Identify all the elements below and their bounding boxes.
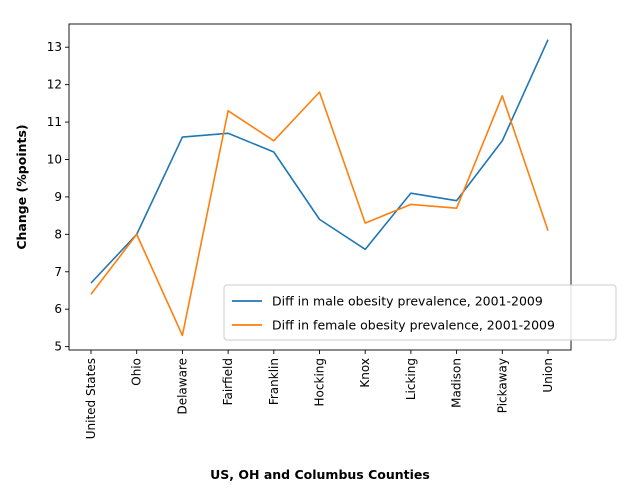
y-tick-label: 12 <box>47 78 62 92</box>
x-tick-label: Fairfield <box>221 358 235 405</box>
y-axis: 5 6 7 8 9 10 11 12 13 <box>47 40 69 354</box>
series-line-female <box>90 91 549 337</box>
legend: Diff in male obesity prevalence, 2001-20… <box>223 284 617 341</box>
x-tick-label: Union <box>541 358 555 393</box>
x-axis: United States Ohio Delaware Fairfield Frankl… <box>84 350 555 439</box>
x-tick-label: Knox <box>358 358 372 388</box>
y-tick-label: 9 <box>54 190 62 204</box>
y-tick-label: 10 <box>47 152 62 166</box>
legend-label: Diff in female obesity prevalence, 2001-… <box>272 318 555 333</box>
x-tick-label: Ohio <box>130 358 144 386</box>
series-line-male <box>90 39 549 284</box>
y-axis-title: Change (%points) <box>14 124 29 249</box>
y-tick-label: 13 <box>47 40 62 54</box>
series-layer <box>90 39 549 337</box>
x-tick-label: Madison <box>450 358 464 408</box>
y-tick-label: 5 <box>54 340 62 354</box>
x-tick-label: United States <box>84 358 98 439</box>
legend-label: Diff in male obesity prevalence, 2001-20… <box>272 294 543 309</box>
x-axis-title: US, OH and Columbus Counties <box>210 467 430 482</box>
y-tick-label: 11 <box>47 115 62 129</box>
legend-box <box>223 284 617 341</box>
x-tick-label: Licking <box>404 358 418 400</box>
y-tick-label: 6 <box>54 302 62 316</box>
y-tick-label: 8 <box>54 227 62 241</box>
x-tick-label: Hocking <box>313 358 327 406</box>
x-tick-label: Franklin <box>267 358 281 405</box>
x-tick-label: Pickaway <box>495 358 509 413</box>
y-tick-label: 7 <box>54 265 62 279</box>
x-tick-label: Delaware <box>175 358 189 415</box>
plot-frame <box>68 23 572 351</box>
